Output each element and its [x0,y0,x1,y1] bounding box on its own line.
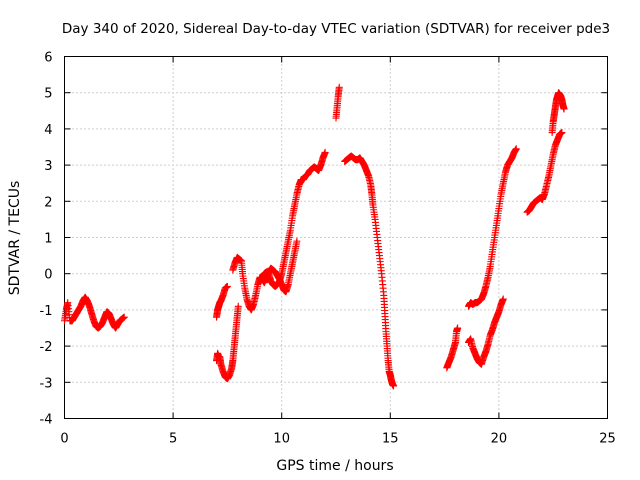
grid [64,56,608,419]
data-point [512,145,520,153]
x-tick-label: 25 [599,432,616,447]
series-arc-7 [341,152,398,390]
data-point [335,83,343,91]
y-tick-label: 6 [44,51,52,66]
plot-frame [64,56,608,419]
data-point [558,129,566,137]
data-point [454,324,462,332]
series-arc-6 [332,83,343,122]
data-point [234,302,242,310]
x-tick-label: 15 [382,432,399,447]
series-arc-2 [213,302,242,383]
series-arc-3 [213,282,231,321]
y-tick-label: -2 [40,340,53,355]
y-tick-label: 1 [44,232,52,247]
x-tick-label: 0 [60,432,68,447]
x-tick-label: 10 [273,432,290,447]
y-tick-label: -1 [40,304,53,319]
data-point [120,313,128,321]
series-arc-11 [523,129,566,216]
series-arc-8 [443,324,462,372]
y-tick-label: -3 [40,376,53,391]
series-arc-5 [256,148,329,290]
y-tick-label: 4 [44,123,52,138]
data-point [223,282,231,290]
data-point [560,105,568,113]
y-axis-label: SDTVAR / TECUs [7,181,23,296]
y-tick-label: 5 [44,87,52,102]
y-tick-label: 3 [44,159,52,174]
data-point [390,382,398,390]
x-tick-label: 5 [169,432,177,447]
chart-title: Day 340 of 2020, Sidereal Day-to-day VTE… [62,21,610,37]
series-arc-1 [61,293,128,332]
series-arc-9 [464,295,507,368]
series-arc-12 [548,89,568,137]
data-point [293,237,301,245]
y-tick-label: -4 [40,413,53,428]
x-tick-label: 20 [491,432,508,447]
tick-labels: 0 5 10 15 20 25 -4 -3 -2 -1 0 1 2 3 4 5 6 [40,51,616,447]
data-markers [61,83,568,390]
data-point [321,148,329,156]
y-tick-label: 2 [44,195,52,210]
series-arc-10 [464,145,520,310]
y-tick-label: 0 [44,268,52,283]
data-point [499,295,507,303]
x-axis-label: GPS time / hours [276,458,393,474]
